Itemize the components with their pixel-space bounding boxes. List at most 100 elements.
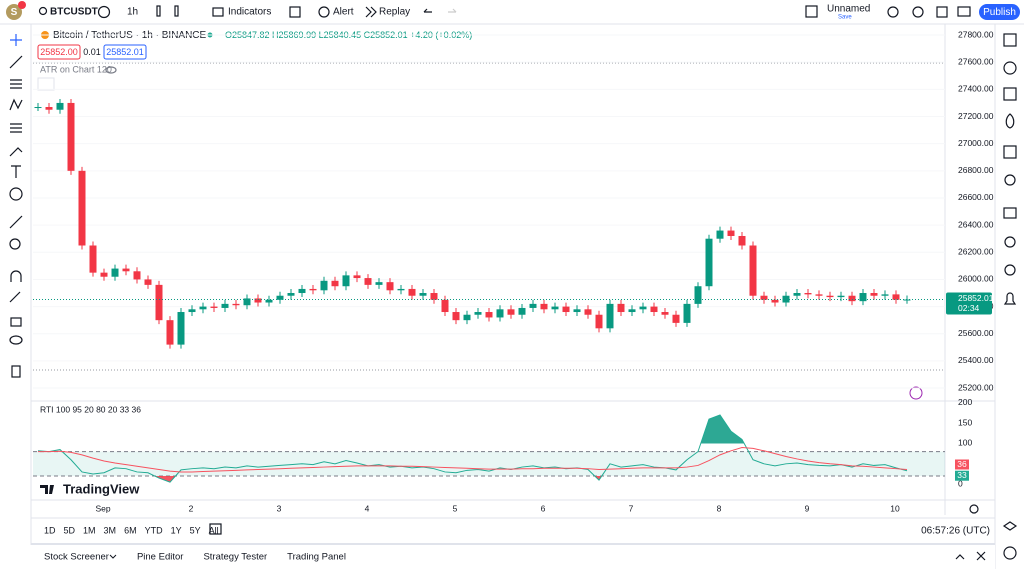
time-label: 2 bbox=[189, 503, 194, 513]
rsi-tick-label: 200 bbox=[958, 397, 972, 407]
layout-name[interactable]: Unnamed bbox=[827, 4, 870, 15]
cross-tool[interactable] bbox=[10, 34, 22, 46]
candle bbox=[694, 286, 702, 304]
redo[interactable] bbox=[448, 8, 457, 13]
pattern-tool[interactable] bbox=[9, 98, 23, 111]
avatar[interactable] bbox=[6, 4, 22, 20]
hotlist-icon[interactable] bbox=[1005, 113, 1015, 129]
hide-tool[interactable] bbox=[9, 335, 23, 345]
candle bbox=[166, 320, 174, 345]
price-tick-label: 26200.00 bbox=[958, 247, 994, 257]
chat-icon[interactable] bbox=[1003, 207, 1017, 219]
text-tool[interactable] bbox=[11, 165, 21, 178]
panel-controls[interactable] bbox=[955, 551, 986, 561]
candle bbox=[573, 309, 581, 313]
timeframe[interactable]: 5Y bbox=[190, 525, 201, 535]
bottom-tab[interactable]: Strategy Tester bbox=[203, 552, 267, 563]
candle bbox=[188, 309, 196, 313]
bottom-tab[interactable]: Trading Panel bbox=[287, 552, 346, 563]
timeframe[interactable]: All bbox=[209, 525, 219, 535]
settings-icon[interactable] bbox=[912, 6, 924, 18]
lock-tool[interactable] bbox=[10, 317, 22, 327]
candle bbox=[683, 303, 691, 323]
fullscreen-icon[interactable] bbox=[936, 6, 948, 18]
candle bbox=[474, 312, 482, 315]
trash-tool[interactable] bbox=[11, 365, 21, 378]
candle bbox=[617, 303, 625, 313]
candle bbox=[826, 295, 834, 298]
sell-box[interactable] bbox=[37, 44, 81, 60]
candle bbox=[78, 170, 86, 246]
timeframe[interactable]: 1Y bbox=[171, 525, 182, 535]
price-tick-label: 27400.00 bbox=[958, 84, 994, 94]
candle bbox=[672, 314, 680, 323]
timeframe[interactable]: 5D bbox=[64, 525, 76, 535]
fib-tool[interactable] bbox=[10, 79, 22, 89]
compare-icon[interactable] bbox=[174, 5, 179, 17]
candle-icon[interactable] bbox=[156, 5, 161, 17]
alert[interactable]: Alert bbox=[333, 7, 354, 18]
search-icon bbox=[38, 6, 48, 16]
quick-search[interactable] bbox=[887, 6, 899, 18]
brush-tool[interactable] bbox=[9, 147, 23, 157]
measure-tool[interactable] bbox=[9, 215, 23, 229]
candle bbox=[881, 294, 889, 296]
candle bbox=[529, 303, 537, 308]
lock-drawing[interactable] bbox=[9, 291, 21, 303]
zoom-tool[interactable] bbox=[9, 238, 21, 250]
candle bbox=[716, 230, 724, 239]
add-icon[interactable] bbox=[97, 5, 111, 19]
axis-settings[interactable] bbox=[969, 504, 979, 514]
indicators-icon bbox=[212, 7, 224, 17]
timeframe[interactable]: YTD bbox=[145, 525, 164, 535]
interval[interactable]: 1h bbox=[127, 7, 138, 18]
candle bbox=[584, 309, 592, 315]
watchlist-icon[interactable] bbox=[1003, 33, 1017, 47]
notifications-icon[interactable] bbox=[1003, 292, 1017, 305]
bottom-tab[interactable]: Stock Screener bbox=[44, 552, 109, 563]
layers-icon[interactable] bbox=[1002, 521, 1018, 531]
timeframe[interactable]: 3M bbox=[104, 525, 117, 535]
replay[interactable]: Replay bbox=[379, 7, 410, 18]
events-icon[interactable] bbox=[909, 386, 923, 400]
publish-button[interactable] bbox=[979, 4, 1020, 20]
candle bbox=[870, 293, 878, 296]
price-tick-label: 26800.00 bbox=[958, 165, 994, 175]
time-label: 10 bbox=[890, 503, 900, 513]
candle bbox=[815, 294, 823, 296]
icon-tool[interactable] bbox=[9, 187, 23, 201]
templates-icon[interactable] bbox=[289, 6, 301, 18]
line-tool[interactable] bbox=[9, 55, 23, 69]
timeframe[interactable]: 1D bbox=[44, 525, 56, 535]
undo[interactable] bbox=[423, 8, 432, 13]
collapse-button[interactable] bbox=[37, 77, 55, 91]
candle bbox=[276, 295, 284, 300]
ideas-icon[interactable] bbox=[1004, 174, 1016, 186]
atr-legend: ATR on Chart 120 bbox=[40, 64, 112, 74]
forecast-tool[interactable] bbox=[10, 123, 22, 133]
calendar-icon[interactable] bbox=[1003, 145, 1017, 159]
layout-icon[interactable] bbox=[805, 5, 818, 18]
broadcast-icon[interactable] bbox=[1004, 264, 1016, 276]
snapshot-icon[interactable] bbox=[957, 6, 971, 17]
bottom-tab[interactable]: Pine Editor bbox=[137, 552, 183, 563]
date-range-icon[interactable] bbox=[209, 523, 222, 535]
buy-price: 25852.01 bbox=[106, 47, 144, 57]
candle bbox=[562, 306, 570, 313]
symbol[interactable]: BTCUSDT bbox=[50, 7, 98, 18]
candle bbox=[540, 303, 548, 310]
timeframe[interactable]: 6M bbox=[124, 525, 137, 535]
help-icon[interactable] bbox=[1003, 546, 1017, 560]
streams-icon[interactable] bbox=[1004, 236, 1016, 248]
candle bbox=[155, 284, 163, 321]
magnet-tool[interactable] bbox=[10, 270, 22, 282]
buy-box[interactable] bbox=[103, 44, 147, 60]
price-tick-label: 26000.00 bbox=[958, 274, 994, 284]
timeframe[interactable]: 1M bbox=[83, 525, 96, 535]
replay-icon bbox=[365, 6, 377, 18]
alerts-icon[interactable] bbox=[1003, 61, 1017, 75]
tab-dropdown[interactable] bbox=[109, 554, 117, 559]
indicators[interactable]: Indicators bbox=[228, 7, 271, 18]
data-window-icon[interactable] bbox=[1003, 87, 1017, 101]
eye-icon[interactable] bbox=[105, 66, 117, 74]
